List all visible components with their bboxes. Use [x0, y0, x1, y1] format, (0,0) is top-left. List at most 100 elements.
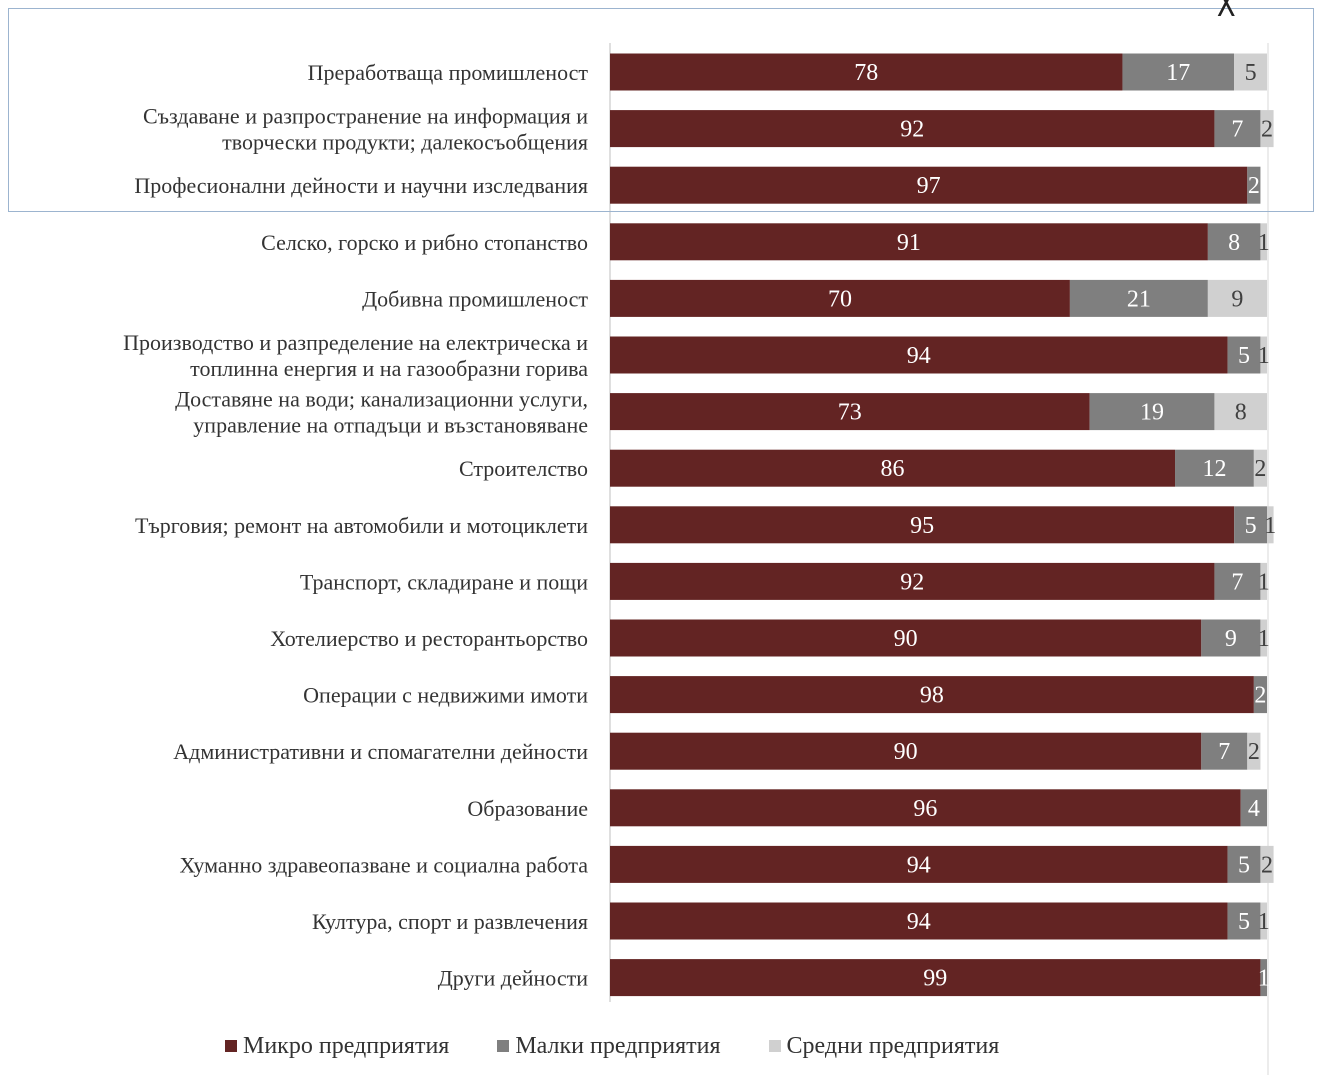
- category-label: Производство и разпределение на електрич…: [123, 330, 588, 381]
- bar-segment: [610, 676, 1254, 714]
- data-label: 4: [1248, 796, 1260, 822]
- bar-segment: [610, 562, 1215, 600]
- bar-segment: [1122, 53, 1235, 91]
- data-label: 94: [907, 909, 931, 935]
- bar-segment: [1214, 562, 1261, 600]
- category-label: Доставяне на води; канализационни услуги…: [175, 387, 588, 438]
- data-label: 73: [838, 400, 862, 426]
- chart-legend: Микро предприятия Малки предприятия Средни…: [225, 1030, 999, 1062]
- data-label: 7: [1231, 117, 1243, 143]
- legend-swatch: [768, 1040, 781, 1052]
- bar-segment: [1207, 223, 1261, 261]
- data-label: 21: [1127, 286, 1151, 312]
- category-label: Операции с недвижими имоти: [303, 683, 588, 708]
- bar-segment: [610, 902, 1228, 940]
- data-label: 70: [828, 286, 852, 312]
- category-label: Създаване и разпространение на информаци…: [143, 104, 588, 155]
- bar-segment: [1253, 676, 1267, 714]
- bar-segment: [1069, 279, 1208, 317]
- data-label: 1: [1264, 513, 1276, 539]
- category-label: Административни и спомагателни дейности: [173, 739, 588, 764]
- bar-segment: [610, 53, 1123, 91]
- category-label: Търговия; ремонт на автомобили и мотоцик…: [135, 513, 588, 538]
- data-label: 90: [894, 626, 918, 652]
- category-label: Добивна промишленост: [362, 286, 588, 311]
- category-label: Хуманно здравеопазване и социална работа: [179, 852, 588, 877]
- bar-segment: [1260, 110, 1274, 148]
- category-label: Строителство: [459, 456, 588, 481]
- category-label: Професионални дейности и научни изследва…: [134, 173, 588, 198]
- bar-segment: [1260, 619, 1267, 657]
- bar-segment: [1227, 845, 1261, 883]
- bar-segment: [610, 732, 1202, 770]
- data-label: 92: [900, 569, 924, 595]
- data-label: 2: [1261, 117, 1273, 143]
- bar-segment: [1089, 393, 1215, 431]
- bar-segment: [1214, 110, 1261, 148]
- bar-segment: [610, 336, 1228, 374]
- bar-segment: [1227, 336, 1261, 374]
- category-labels: Преработваща промишленост Създаване и раз…: [123, 60, 588, 991]
- bar-segment: [610, 845, 1228, 883]
- bar-segment: [1260, 562, 1267, 600]
- data-label: 9: [1231, 286, 1243, 312]
- bar-segment: [1214, 393, 1267, 431]
- bar-segment: [610, 789, 1241, 827]
- legend-swatch: [497, 1040, 510, 1052]
- data-label: 5: [1238, 852, 1250, 878]
- legend-swatch: [225, 1040, 237, 1052]
- data-label: 12: [1202, 456, 1226, 482]
- data-label: 98: [920, 683, 944, 709]
- data-label: 7: [1231, 569, 1243, 595]
- bar-segment: [1207, 279, 1267, 317]
- bar-segment: [1175, 449, 1254, 487]
- category-label: Култура, спорт и развлечения: [312, 909, 588, 934]
- data-label: 8: [1235, 400, 1247, 426]
- data-label: 1: [1258, 626, 1270, 652]
- legend-label: Малки предприятия: [515, 1032, 721, 1059]
- bar-segment: [610, 959, 1261, 997]
- bar-segment: [1227, 902, 1261, 940]
- bar-segment: [1267, 506, 1274, 544]
- bar-segment: [610, 223, 1208, 261]
- data-label: 5: [1238, 909, 1250, 935]
- close-icon[interactable]: ╳: [1216, 0, 1256, 16]
- legend-item: Средни предприятия: [768, 1032, 1000, 1060]
- data-label: 1: [1258, 230, 1270, 256]
- bar-segment: [1260, 959, 1267, 997]
- category-label: Други дейности: [438, 966, 588, 991]
- bar-segment: [610, 110, 1215, 148]
- data-label: 92: [900, 117, 924, 143]
- data-label: 19: [1140, 400, 1164, 426]
- data-label: 1: [1258, 909, 1270, 935]
- data-label: 94: [907, 852, 931, 878]
- data-label: 1: [1258, 966, 1270, 992]
- category-label: Хотелиерство и ресторантьорство: [270, 626, 588, 651]
- data-label: 2: [1248, 739, 1260, 765]
- legend-label: Средни предприятия: [786, 1032, 1000, 1059]
- category-label: Селско, горско и рибно стопанство: [261, 230, 588, 255]
- bar-segment: [1234, 53, 1267, 91]
- bar-segment: [610, 166, 1248, 204]
- category-label: Преработваща промишленост: [308, 60, 589, 85]
- bar-segment: [1201, 619, 1261, 657]
- data-label: 2: [1254, 683, 1266, 709]
- data-label: 9: [1225, 626, 1237, 652]
- bar-segment: [610, 619, 1202, 657]
- data-label: 78: [854, 60, 878, 86]
- data-label: 17: [1166, 60, 1190, 86]
- bar-segment: [1260, 223, 1267, 261]
- bar-segment: [1260, 845, 1274, 883]
- category-label: Образование: [467, 796, 588, 821]
- data-label: 2: [1261, 852, 1273, 878]
- bar-segment: [1247, 732, 1261, 770]
- data-label: 8: [1228, 230, 1240, 256]
- legend-item: Микро предприятия: [225, 1033, 449, 1060]
- bar-segment: [1234, 506, 1267, 544]
- bar-segment: [1253, 449, 1267, 487]
- bar-segment: [1240, 789, 1267, 827]
- bars-layer: 78 17 592 7 297 291 8 170 21 994 5 173 19 886 12 295 5 19…: [610, 53, 1276, 997]
- data-label: 1: [1258, 343, 1270, 369]
- data-label: 2: [1254, 456, 1266, 482]
